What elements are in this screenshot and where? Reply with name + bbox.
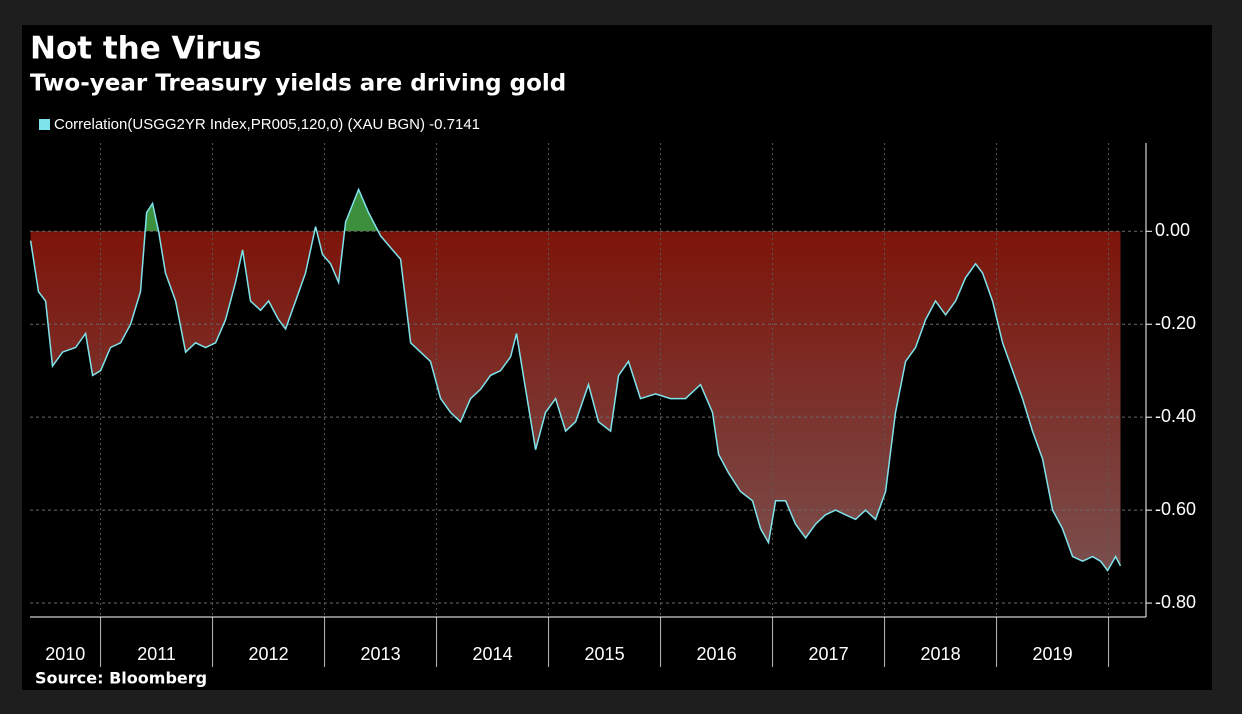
y-tick-label: -0.60	[1155, 499, 1196, 519]
y-tick-label: -0.40	[1155, 406, 1196, 426]
x-tick-label: 2015	[585, 644, 625, 664]
legend-swatch	[39, 119, 50, 130]
x-tick-label: 2016	[697, 644, 737, 664]
chart-subtitle: Two-year Treasury yields are driving gol…	[30, 71, 566, 97]
area-below	[30, 231, 1121, 571]
line	[29, 187, 1122, 572]
x-tick-label: 2010	[45, 644, 85, 664]
x-tick-label: 2013	[361, 644, 401, 664]
x-tick-label: 2014	[473, 644, 513, 664]
y-tick-label: -0.20	[1155, 313, 1196, 333]
y-tick-label: -0.80	[1155, 592, 1196, 612]
y-tick-label: 0.00	[1155, 220, 1190, 240]
source: Source: Bloomberg	[35, 669, 207, 688]
legend-label: Correlation(USGG2YR Index,PR005,120,0) (…	[54, 116, 480, 133]
x-tick-label: 2017	[809, 644, 849, 664]
chart-title: Not the Virus	[30, 31, 261, 67]
x-tick-label: 2011	[137, 644, 176, 664]
x-tick-label: 2019	[1033, 644, 1073, 664]
x-tick-label: 2018	[921, 644, 961, 664]
x-tick-label: 2012	[249, 644, 289, 664]
